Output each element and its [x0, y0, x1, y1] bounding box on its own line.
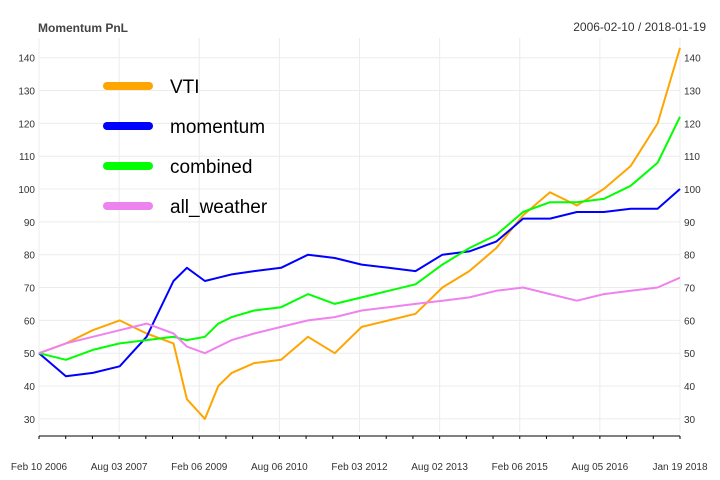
- y-tick-label-left: 80: [24, 251, 36, 262]
- y-tick-label-left: 60: [24, 316, 36, 327]
- x-tick-label: Aug 05 2016: [572, 462, 629, 473]
- x-tick-label: Aug 02 2013: [411, 462, 468, 473]
- x-tick-label: Aug 03 2007: [91, 462, 148, 473]
- y-tick-label-left: 40: [24, 382, 36, 393]
- legend: VTI momentum combined all_weather: [103, 77, 268, 218]
- y-tick-label-right: 90: [684, 218, 696, 229]
- axes: 30 30 40 40 50 50 60 60 70 70 80 80 90 90 100 100 110 110…: [11, 54, 708, 473]
- y-tick-label-right: 50: [684, 349, 696, 360]
- legend-label-momentum: momentum: [170, 117, 265, 138]
- y-tick-label-left: 30: [24, 415, 36, 426]
- y-tick-label-right: 60: [684, 316, 696, 327]
- series-line-combined: [38, 116, 681, 361]
- y-tick-label-right: 70: [684, 284, 696, 295]
- y-tick-label-left: 70: [24, 284, 36, 295]
- legend-label-all_weather: all_weather: [170, 197, 268, 218]
- y-tick-label-right: 120: [684, 119, 701, 130]
- x-tick-label: Feb 06 2015: [492, 462, 549, 473]
- chart-title: Momentum PnL: [38, 21, 128, 35]
- x-tick-label: Jan 19 2018: [652, 462, 707, 473]
- series-line-all_weather: [38, 276, 681, 355]
- date-range: 2006-02-10 / 2018-01-19: [573, 20, 706, 34]
- series-lines: [38, 47, 681, 420]
- y-tick-label-right: 140: [684, 54, 701, 65]
- y-tick-label-left: 50: [24, 349, 36, 360]
- x-tick-label: Feb 03 2012: [331, 462, 388, 473]
- y-tick-label-right: 80: [684, 251, 696, 262]
- y-tick-label-right: 130: [684, 87, 701, 98]
- y-tick-label-left: 130: [18, 87, 35, 98]
- x-tick-label: Aug 06 2010: [251, 462, 308, 473]
- y-tick-label-left: 120: [18, 119, 35, 130]
- legend-label-combined: combined: [170, 157, 252, 178]
- series-line-momentum: [38, 188, 681, 378]
- y-tick-label-left: 110: [19, 152, 35, 163]
- y-tick-label-left: 140: [18, 54, 35, 65]
- series-line-VTI: [38, 47, 681, 420]
- y-tick-label-right: 110: [684, 152, 700, 163]
- y-tick-label-left: 90: [24, 218, 36, 229]
- y-tick-label-right: 40: [684, 382, 696, 393]
- y-tick-label-right: 100: [684, 185, 701, 196]
- y-tick-label-left: 100: [18, 185, 35, 196]
- grid-lines: [38, 38, 681, 432]
- y-tick-label-right: 30: [684, 415, 696, 426]
- x-tick-label: Feb 06 2009: [171, 462, 228, 473]
- legend-label-VTI: VTI: [170, 77, 200, 98]
- x-tick-label: Feb 10 2006: [11, 462, 68, 473]
